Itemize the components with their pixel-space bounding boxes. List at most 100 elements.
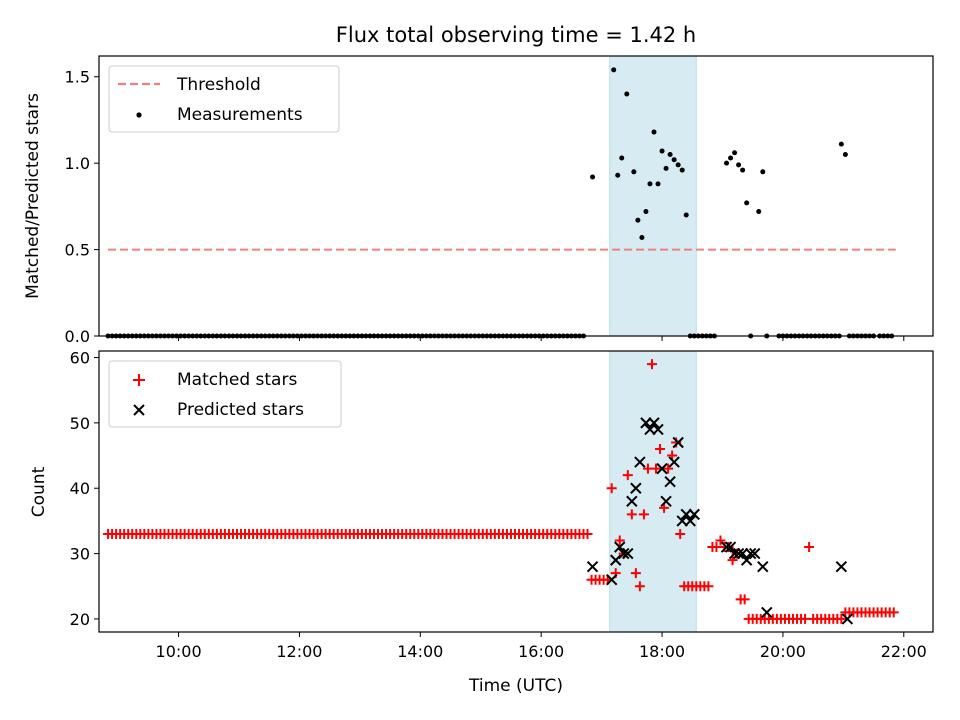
measurement-point bbox=[624, 91, 630, 97]
measurement-point bbox=[615, 172, 621, 178]
measurement-point bbox=[635, 217, 641, 223]
predicted-star-point bbox=[664, 475, 676, 488]
measurement-point bbox=[590, 174, 596, 180]
x-tick-label: 12:00 bbox=[276, 642, 322, 661]
measurement-point bbox=[647, 181, 653, 187]
matched-star-point bbox=[630, 568, 641, 579]
legend-predicted-swatch bbox=[133, 404, 145, 416]
measurement-point bbox=[760, 169, 766, 175]
predicted-star-point bbox=[626, 495, 638, 508]
y-tick-label: 30 bbox=[70, 545, 90, 564]
predicted-star-point bbox=[656, 462, 668, 475]
x-tick-label: 20:00 bbox=[760, 642, 806, 661]
matched-star-point bbox=[804, 542, 815, 553]
matched-star-point bbox=[606, 483, 617, 494]
matched-star-point bbox=[614, 535, 625, 546]
legend-threshold-label: Threshold bbox=[176, 75, 261, 95]
matched-star-point bbox=[739, 594, 750, 605]
matched-star-point bbox=[634, 581, 645, 592]
y-tick-label: 1.5 bbox=[65, 68, 90, 87]
x-tick-label: 22:00 bbox=[881, 642, 927, 661]
predicted-star-point bbox=[614, 541, 626, 553]
predicted-star-point bbox=[630, 482, 642, 494]
top-panel: 0.0 0.5 1.0 1.5 Matched/Predicted stars Thr… bbox=[23, 55, 934, 346]
legend-measurements-swatch bbox=[136, 112, 142, 118]
measurement-point bbox=[838, 141, 844, 147]
y-tick-label: 0.0 bbox=[65, 327, 90, 346]
measurement-point bbox=[724, 160, 730, 166]
predicted-star-point bbox=[660, 495, 672, 508]
top-y-axis-label: Matched/Predicted stars bbox=[23, 93, 43, 299]
predicted-star-point bbox=[744, 547, 757, 560]
predicted-star-point bbox=[648, 417, 660, 429]
x-tick-label: 18:00 bbox=[639, 642, 685, 661]
predicted-star-point bbox=[761, 606, 773, 619]
measurement-point bbox=[643, 209, 649, 215]
predicted-star-point bbox=[724, 541, 737, 553]
measurement-point bbox=[683, 212, 689, 218]
matched-star-point bbox=[651, 463, 662, 474]
matched-star-point bbox=[703, 581, 714, 592]
y-tick-label: 50 bbox=[70, 414, 90, 433]
bottom-shaded-span bbox=[609, 350, 697, 633]
measurement-point bbox=[756, 209, 762, 215]
x-axis-label: Time (UTC) bbox=[468, 676, 563, 696]
y-tick-label: 1.0 bbox=[65, 154, 90, 173]
matched-star-point bbox=[836, 613, 847, 624]
predicted-star-point bbox=[586, 560, 599, 573]
predicted-star-point bbox=[835, 560, 848, 573]
legend-matched-label: Matched stars bbox=[177, 370, 297, 390]
measurement-point bbox=[663, 165, 669, 171]
top-legend-box bbox=[108, 65, 340, 133]
chart-title: Flux total observing time = 1.42 h bbox=[336, 23, 696, 47]
predicted-star-point bbox=[672, 436, 684, 449]
y-tick-label: 20 bbox=[70, 610, 90, 629]
matched-star-point bbox=[715, 535, 726, 546]
predicted-star-point bbox=[610, 554, 622, 566]
y-tick-label: 40 bbox=[70, 479, 90, 498]
predicted-star-point bbox=[605, 574, 618, 586]
x-tick-label: 14:00 bbox=[397, 642, 443, 661]
y-tick-label: 60 bbox=[70, 349, 90, 368]
x-tick-label: 16:00 bbox=[518, 642, 564, 661]
predicted-star-point bbox=[652, 423, 664, 436]
top-shaded-span bbox=[609, 55, 697, 337]
legend-predicted-label: Predicted stars bbox=[177, 400, 304, 420]
measurement-point bbox=[667, 152, 673, 158]
measurement-point bbox=[740, 167, 746, 173]
measurement-point bbox=[651, 129, 657, 135]
bottom-marks bbox=[103, 359, 899, 625]
top-legend: Threshold Measurements bbox=[108, 65, 340, 133]
y-tick-label: 0.5 bbox=[65, 241, 90, 260]
measurement-point bbox=[619, 155, 625, 161]
measurement-point bbox=[679, 167, 685, 173]
matched-star-point bbox=[638, 509, 649, 520]
measurement-point bbox=[659, 148, 665, 154]
predicted-star-point bbox=[618, 547, 630, 560]
predicted-star-point bbox=[740, 554, 753, 566]
measurement-point bbox=[639, 234, 645, 240]
bottom-legend-box bbox=[108, 360, 342, 428]
predicted-star-point bbox=[622, 547, 634, 560]
x-tick-label: 10:00 bbox=[156, 642, 202, 661]
matched-star-point bbox=[655, 444, 666, 455]
bottom-x-axis: 10:00 12:00 14:00 16:00 18:00 20:00 22:00 bbox=[156, 632, 927, 661]
measurement-point bbox=[631, 169, 637, 175]
top-y-axis: 0.0 0.5 1.0 1.5 bbox=[65, 68, 99, 346]
measurement-point bbox=[611, 67, 617, 73]
predicted-star-point bbox=[684, 515, 696, 527]
predicted-star-point bbox=[749, 547, 761, 560]
measurement-point bbox=[744, 200, 750, 206]
predicted-star-point bbox=[757, 560, 769, 573]
bottom-panel: 20 30 40 50 60 10:00 12:00 14:00 16:00 18:00 20:0… bbox=[29, 349, 934, 696]
matched-star-point bbox=[582, 528, 593, 539]
top-plot-frame bbox=[98, 55, 934, 337]
bottom-y-axis-label: Count bbox=[29, 466, 49, 517]
bottom-y-axis: 20 30 40 50 60 bbox=[70, 349, 99, 629]
legend-matched-swatch bbox=[133, 374, 145, 386]
measurement-point bbox=[728, 155, 734, 161]
predicted-star-point bbox=[688, 508, 700, 521]
matched-star-point bbox=[675, 528, 686, 539]
measurement-point bbox=[675, 162, 681, 168]
